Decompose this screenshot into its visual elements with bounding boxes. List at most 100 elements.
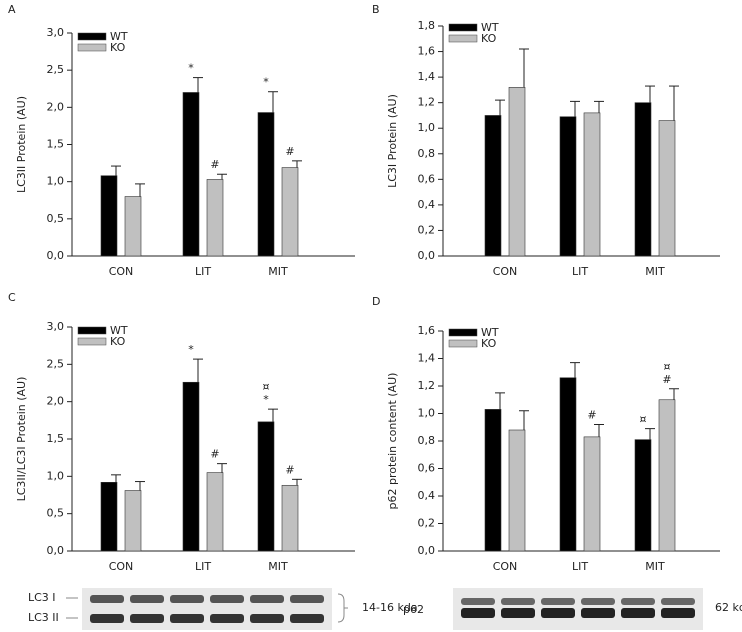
band	[210, 595, 244, 603]
x-tick-label: CON	[493, 560, 518, 573]
y-tick-label: 0,2	[418, 517, 436, 530]
panel-label: B	[372, 3, 380, 16]
band	[541, 608, 575, 618]
panel-label: D	[372, 295, 380, 308]
legend-label: WT	[481, 326, 499, 339]
bar	[182, 92, 200, 257]
y-tick-label: 0,5	[47, 507, 65, 520]
bar	[124, 196, 142, 257]
y-tick-label: 3,0	[47, 26, 65, 39]
annotation: *	[188, 343, 194, 356]
x-tick-label: MIT	[645, 265, 665, 278]
x-tick-label: LIT	[572, 560, 588, 573]
y-tick-label: 1,0	[418, 407, 436, 420]
annotation: #	[587, 409, 596, 422]
x-tick-label: MIT	[645, 560, 665, 573]
y-tick-label: 0,6	[418, 172, 436, 185]
y-tick-label: 0,8	[418, 434, 436, 447]
y-tick-label: 1,6	[418, 45, 436, 58]
x-tick-label: LIT	[572, 265, 588, 278]
bar	[182, 381, 200, 552]
y-axis-label: LC3I Protein (AU)	[386, 94, 399, 188]
blot-label: p62	[403, 603, 424, 616]
band	[250, 595, 284, 603]
legend-label: WT	[110, 324, 128, 337]
annotation: ¤	[640, 413, 647, 426]
bar	[206, 472, 224, 552]
legend-label: WT	[110, 30, 128, 43]
band	[170, 614, 204, 623]
legend-label: WT	[481, 21, 499, 34]
band	[130, 614, 164, 623]
y-tick-label: 0,4	[418, 489, 436, 502]
bar	[508, 429, 526, 552]
y-tick-label: 0,0	[47, 249, 65, 262]
y-tick-label: 0,0	[47, 544, 65, 557]
y-tick-label: 1,0	[47, 175, 65, 188]
band	[170, 595, 204, 603]
bar	[583, 436, 601, 552]
legend-label: KO	[481, 337, 497, 350]
annotation: #	[285, 145, 294, 158]
band	[541, 598, 575, 605]
y-tick-label: 3,0	[47, 320, 65, 333]
band	[90, 595, 124, 603]
blot-label: LC3 II	[28, 611, 59, 624]
band	[290, 595, 324, 603]
x-tick-label: MIT	[268, 560, 288, 573]
bar	[508, 87, 526, 257]
y-tick-label: 2,0	[47, 100, 65, 113]
legend-swatch	[448, 23, 478, 32]
blot	[453, 588, 703, 630]
y-tick-label: 2,5	[47, 63, 65, 76]
band	[90, 614, 124, 623]
blot-size: 14-16 kda	[362, 601, 418, 614]
bar	[583, 112, 601, 257]
band	[621, 608, 655, 618]
annotation: #	[662, 373, 671, 386]
panel-label: C	[8, 291, 16, 304]
y-tick-label: 1,0	[418, 121, 436, 134]
y-axis-label: LC3II Protein (AU)	[15, 96, 28, 193]
x-tick-label: CON	[109, 265, 134, 278]
y-tick-label: 1,4	[418, 70, 436, 83]
y-tick-label: 0,0	[418, 544, 436, 557]
bar	[100, 482, 118, 552]
x-tick-label: LIT	[195, 265, 211, 278]
y-tick-label: 0,0	[418, 249, 436, 262]
annotation: ¤	[263, 380, 270, 393]
legend-swatch	[448, 34, 478, 43]
band	[461, 608, 495, 618]
bar	[257, 112, 275, 257]
band	[210, 614, 244, 623]
y-tick-label: 0,5	[47, 212, 65, 225]
annotation: #	[210, 158, 219, 171]
band	[661, 598, 695, 605]
x-tick-label: CON	[109, 560, 134, 573]
band	[130, 595, 164, 603]
y-tick-label: 1,8	[418, 19, 436, 32]
y-axis-label: LC3II/LC3I Protein (AU)	[15, 377, 28, 502]
annotation: *	[263, 393, 269, 406]
legend-swatch	[77, 32, 107, 41]
y-tick-label: 1,5	[47, 432, 65, 445]
bar	[257, 421, 275, 552]
y-tick-label: 0,6	[418, 462, 436, 475]
y-tick-label: 1,5	[47, 138, 65, 151]
y-tick-label: 1,6	[418, 324, 436, 337]
annotation: #	[210, 448, 219, 461]
bar	[281, 484, 299, 552]
blot-label: LC3 I	[28, 591, 56, 604]
x-tick-label: CON	[493, 265, 518, 278]
y-tick-label: 0,2	[418, 223, 436, 236]
y-tick-label: 2,5	[47, 357, 65, 370]
annotation: ¤	[664, 360, 671, 373]
bar	[100, 175, 118, 257]
annotation: #	[285, 463, 294, 476]
band	[661, 608, 695, 618]
bar	[484, 409, 502, 552]
bar	[658, 120, 676, 257]
band	[581, 598, 615, 605]
bar	[281, 167, 299, 257]
